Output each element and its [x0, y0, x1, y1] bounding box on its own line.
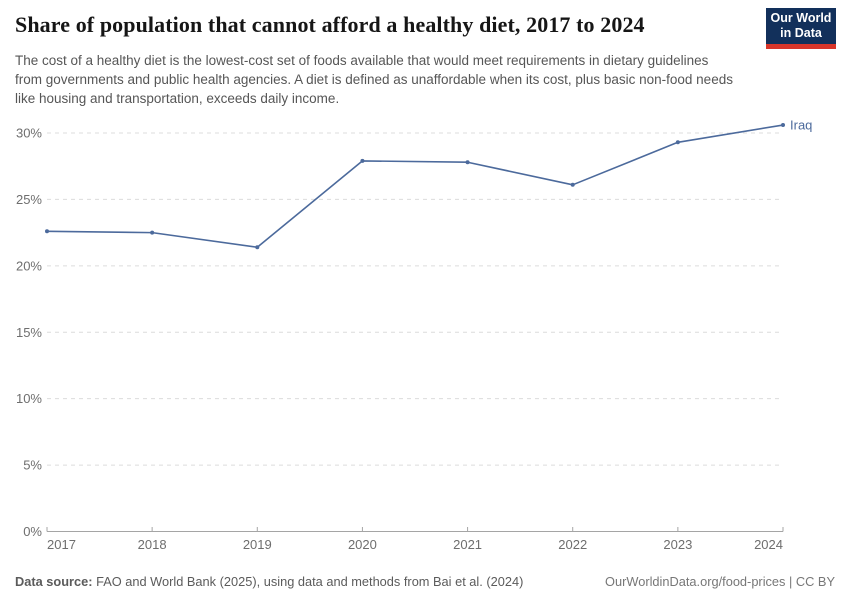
- chart-subtitle: The cost of a healthy diet is the lowest…: [15, 53, 733, 106]
- x-axis-tick-label: 2020: [348, 537, 377, 552]
- y-axis-tick-label: 5%: [23, 458, 42, 473]
- iraq-line-series: [46, 124, 784, 249]
- data-point-2019: [255, 245, 260, 250]
- data-source-text: FAO and World Bank (2025), using data an…: [96, 574, 524, 589]
- data-point-2022: [570, 182, 575, 187]
- y-axis-tick-label: 15%: [16, 325, 42, 340]
- x-axis-tick-label: 2022: [558, 537, 587, 552]
- data-point-2017: [45, 229, 49, 234]
- x-axis-tick-label: 2017: [47, 537, 76, 552]
- data-source-note: Data source: FAO and World Bank (2025), …: [15, 574, 523, 589]
- x-axis-tick-label: 2024: [754, 537, 783, 552]
- y-axis-tick-label: 25%: [16, 192, 42, 207]
- data-point-2021: [465, 160, 470, 165]
- data-point-2024: [781, 123, 785, 128]
- data-point-2018: [150, 230, 155, 235]
- data-source-label: Data source:: [15, 574, 93, 589]
- y-axis-tick-label: 10%: [16, 391, 42, 406]
- series-end-label[interactable]: Iraq: [790, 118, 812, 133]
- owid-logo[interactable]: Our World in Data: [766, 8, 836, 49]
- data-point-2023: [675, 140, 680, 145]
- owid-logo-line1: Our World: [770, 11, 832, 25]
- x-axis-tick-label: 2021: [453, 537, 482, 552]
- y-axis-tick-label: 20%: [16, 258, 42, 273]
- y-axis-tick-label: 0%: [23, 524, 42, 539]
- owid-logo-line2: in Data: [780, 26, 822, 40]
- data-point-2020: [360, 158, 365, 163]
- chart-title: Share of population that cannot afford a…: [15, 12, 645, 37]
- x-axis-tick-label: 2019: [243, 537, 272, 552]
- x-axis-tick-label: 2023: [663, 537, 692, 552]
- chart-footer: Data source: FAO and World Bank (2025), …: [15, 574, 835, 589]
- x-axis-tick-label: 2018: [138, 537, 167, 552]
- y-axis-tick-label: 30%: [16, 126, 42, 141]
- owid-url-link[interactable]: OurWorldinData.org/food-prices | CC BY: [605, 574, 835, 589]
